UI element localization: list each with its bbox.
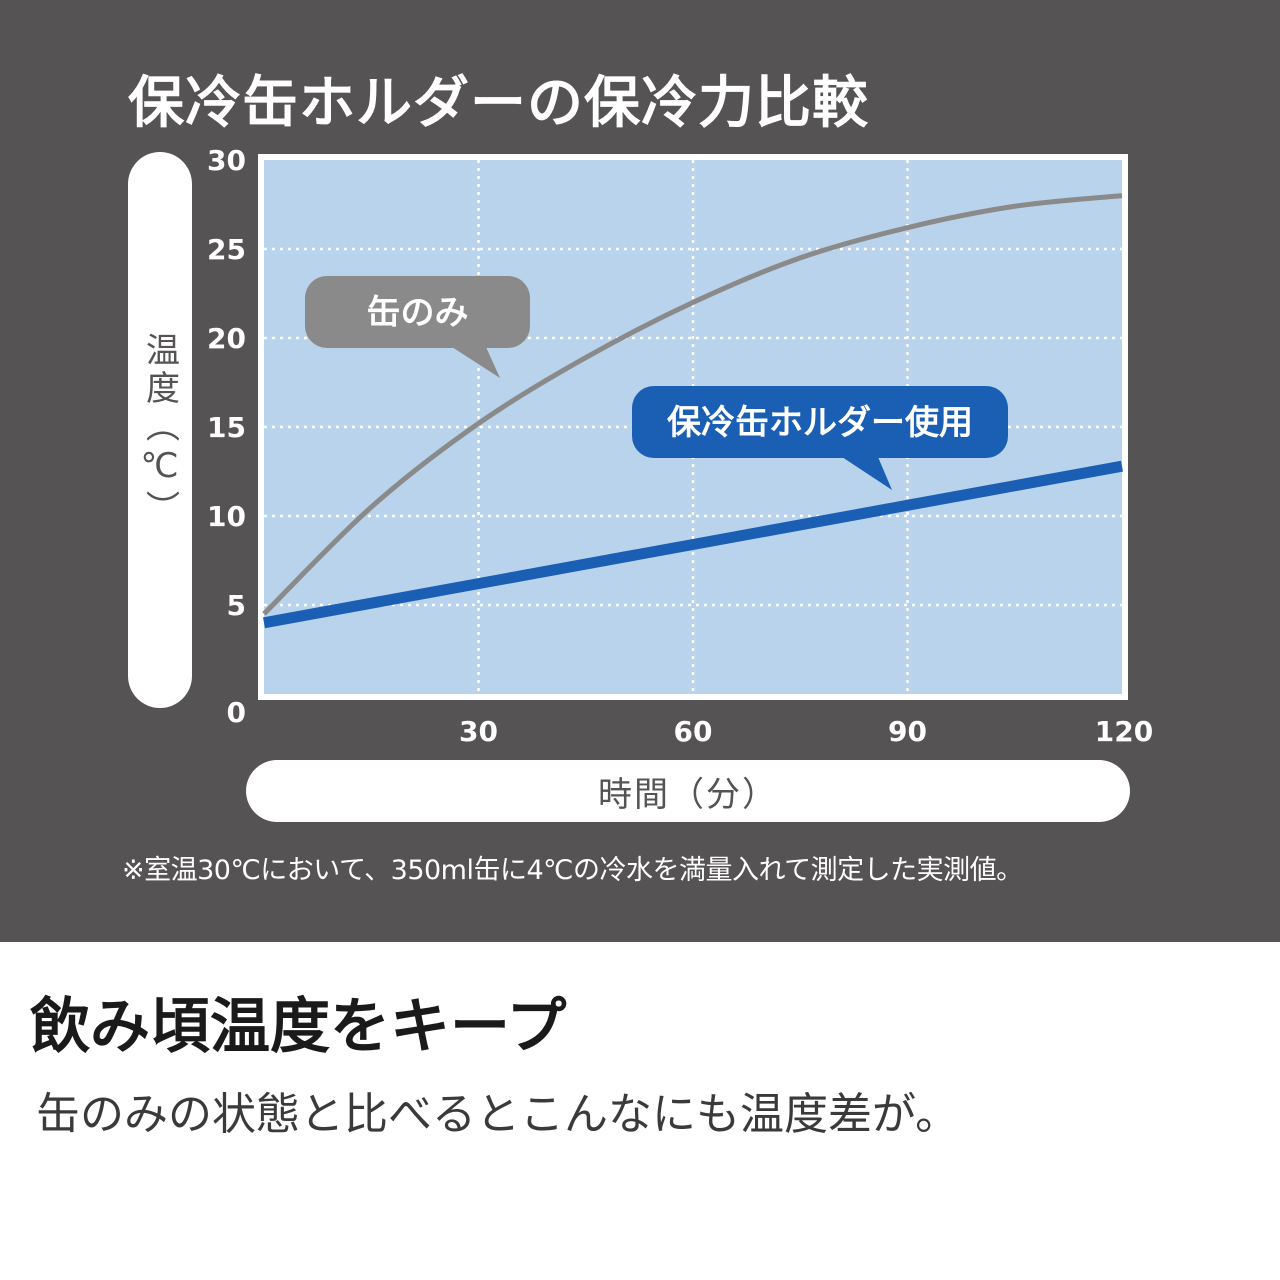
- y-tick-label: 20: [207, 322, 246, 355]
- callout-bubble: [305, 276, 530, 348]
- series-line-1: [262, 193, 1123, 616]
- callout-pointer: [842, 457, 892, 490]
- y-axis-label-pill: 温度（℃）: [128, 152, 192, 708]
- x-axis-label-pill: 時間（分）: [246, 760, 1130, 822]
- y-tick-label: 25: [207, 233, 246, 266]
- subline: 缶のみの状態と比べるとこんなにも温度差が。: [36, 1089, 960, 1140]
- y-tick-label: 0: [227, 696, 246, 729]
- y-tick-label: 10: [207, 500, 246, 533]
- callout-bubble: [632, 386, 1008, 458]
- footnote: ※室温30℃において、350ml缶に4℃の冷水を満量入れて測定した実測値。: [122, 855, 1023, 886]
- y-tick-label: 15: [207, 411, 246, 444]
- x-tick-label: 90: [888, 715, 927, 748]
- y-tick-label: 30: [207, 144, 246, 177]
- y-tick-label: 5: [227, 589, 246, 622]
- chart-title: 保冷缶ホルダーの保冷力比較: [128, 71, 869, 136]
- x-tick-label: 60: [674, 715, 713, 748]
- y-axis-label: 温度（℃）: [139, 332, 180, 528]
- callout-label: 保冷缶ホルダー使用: [667, 403, 973, 443]
- x-axis-label: 時間（分）: [598, 774, 778, 815]
- callout-label: 缶のみ: [367, 293, 469, 333]
- callout-pointer: [452, 347, 500, 378]
- headline: 飲み頃温度をキープ: [30, 992, 567, 1062]
- x-tick-label: 30: [459, 715, 498, 748]
- series-line-2: [263, 460, 1123, 629]
- x-tick-label: 120: [1095, 715, 1153, 748]
